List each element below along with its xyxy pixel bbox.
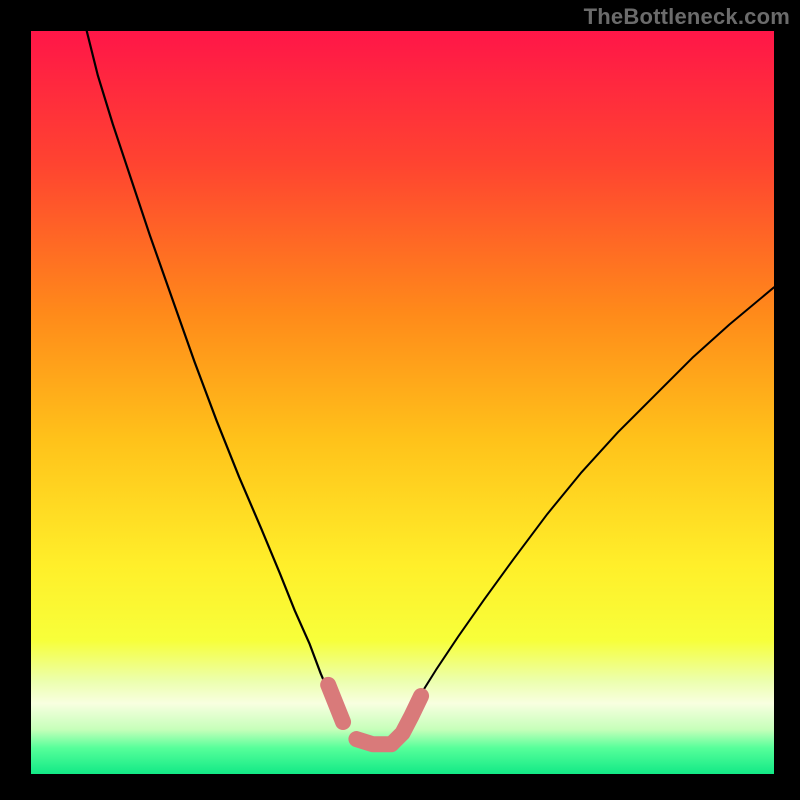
chart-canvas: TheBottleneck.com — [0, 0, 800, 800]
plot-area — [31, 31, 774, 774]
watermark-text: TheBottleneck.com — [584, 4, 790, 30]
